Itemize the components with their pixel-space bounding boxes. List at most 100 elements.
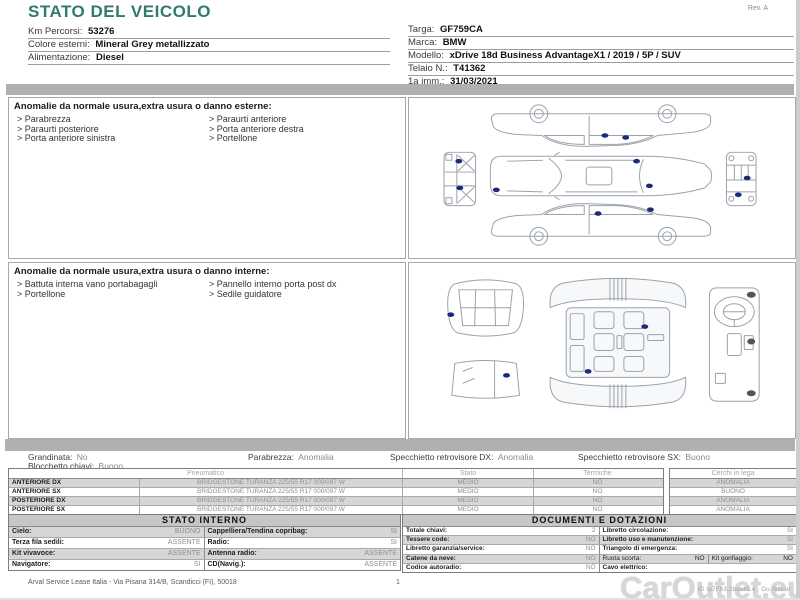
interior-state-table: STATO INTERNO Cielo: BUONO Cappelliera/Te… (8, 514, 401, 571)
anomaly-item: > Porta anteriore sinistra (17, 133, 116, 143)
tire-state: MEDIO (403, 506, 534, 514)
table-row: Catene da neve: NO Ruota scorta: NO Kit go… (403, 554, 796, 564)
model-row: Modello: xDrive 18d Business AdvantageX1… (408, 50, 794, 63)
vehicle-info-right: Targa: GF759CA Marca: BMW Modello: xDriv… (408, 24, 794, 89)
dashboard-view (708, 287, 760, 402)
exterior-diagram-box (408, 97, 796, 259)
interior-anomalies-box: Anomalie da normale usura,extra usura o … (8, 262, 406, 439)
alloy-state: ANOMALIA (670, 497, 796, 506)
anomaly-item: > Portellone (17, 288, 66, 299)
anomaly-item: > Porta anteriore destra (209, 123, 304, 134)
exterior-damage-markers (455, 133, 751, 216)
chassis-row: Telaio N.: T41362 (408, 63, 794, 76)
interior-car-diagram (447, 277, 760, 409)
header-termiche: Termiche (583, 470, 612, 477)
damage-marker-icon (633, 158, 641, 164)
tire-position: ANTERIORE SX (9, 488, 140, 496)
interior-anomalies-col1: > Battuta interna vano portabagagli > Po… (17, 279, 167, 299)
color-value: Mineral Grey metallizzato (95, 39, 210, 50)
field-label: Cappelliera/Tendina copribag: (207, 528, 308, 535)
tire-state: MEDIO (403, 479, 534, 487)
table-row: Libretto garanzia/service: NO Triangolo d… (403, 545, 796, 555)
status-label: Blocchetto chiavi: (28, 461, 95, 471)
exterior-anomalies-box: Anomalie da normale usura,extra usura o … (8, 97, 406, 259)
status-label: Specchietto retrovisore DX: (390, 452, 494, 462)
table-row: Codice autoradio: NO Cavo elettrico: (403, 563, 796, 572)
tire-winter: NO (592, 479, 603, 486)
fuel-label: Alimentazione: (28, 52, 91, 63)
table-row: Tessere code: NO Libretto uso e manutenzi… (403, 536, 796, 546)
damage-marker-icon (584, 369, 592, 374)
status-grandinata: Grandinata: No (28, 452, 88, 462)
field-value: BUONO (174, 528, 201, 535)
field-value: SI (390, 539, 397, 546)
registration-label: 1a imm.: (408, 76, 445, 87)
car-front-view (443, 151, 477, 207)
field-label: Triangolo di emergenza: (602, 545, 678, 553)
document-id: ID tu7Fh3.2buuHL4 , Ou./69Lui (697, 587, 790, 593)
damage-marker-icon (492, 187, 500, 193)
field-label: Navigatore: (12, 561, 51, 568)
field-label: Terza fila sedili: (12, 539, 64, 546)
tire-state: MEDIO (403, 497, 534, 505)
brand-label: Marca: (408, 37, 438, 48)
km-value: 53276 (88, 26, 115, 37)
separator-band-bottom (5, 439, 795, 451)
header-stato: Stato (403, 469, 534, 478)
table-row: POSTERIORE DX BRIDGESTONE TURANZA 225/55… (9, 497, 663, 506)
exterior-anomalies-list: > Parabrezza > Paraurti posteriore > Por… (9, 113, 405, 144)
tire-spec: BRIDGESTONE TURANZA 225/55 R17 000/097 W (140, 506, 403, 514)
documents-title: DOCUMENTI E DOTAZIONI (403, 515, 796, 527)
status-value: Buono (685, 452, 710, 462)
tire-table-header: Pneumatico Stato Termiche (9, 469, 663, 479)
damage-marker-icon (622, 135, 630, 140)
car-side-view-bottom (490, 203, 712, 246)
field-label: Cavo elettrico: (602, 563, 648, 571)
damage-marker-icon (641, 324, 649, 329)
damage-marker-icon (734, 192, 742, 198)
anomaly-item: > Battuta interna vano portabagagli (17, 279, 158, 289)
table-row: ANTERIORE SX BRIDGESTONE TURANZA 225/55 … (9, 488, 663, 497)
car-plan-view (489, 151, 713, 201)
scan-edge-right (796, 0, 800, 600)
model-label: Modello: (408, 50, 444, 61)
field-label: Catene da neve: (406, 554, 456, 562)
field-label: CD(Navig.): (207, 561, 246, 568)
tire-table: Pneumatico Stato Termiche ANTERIORE DX B… (8, 468, 664, 515)
table-row: Cielo: BUONO Cappelliera/Tendina copribag… (9, 527, 400, 538)
anomaly-item: > Portellone (209, 133, 258, 143)
damage-marker-icon (447, 312, 455, 317)
alloy-state: ANOMALIA (670, 479, 796, 488)
field-value: NO (783, 554, 793, 562)
registration-value: 31/03/2021 (450, 76, 498, 87)
tire-winter: NO (592, 497, 603, 504)
brand-value: BMW (442, 37, 467, 48)
status-specchietto-sx: Specchietto retrovisore SX: Buono (578, 452, 710, 462)
alloy-state: BUONO (670, 488, 796, 497)
damage-marker-icon (743, 175, 751, 181)
field-label: Kit gonfiaggio: (711, 554, 753, 562)
plate-label: Targa: (408, 24, 435, 35)
damage-marker-icon (456, 185, 464, 191)
field-value: NO (585, 554, 596, 562)
damage-marker-icon (601, 133, 609, 138)
tire-winter: NO (592, 506, 603, 513)
field-value: NO (585, 563, 596, 571)
alloy-state: ANOMALIA (716, 506, 750, 513)
field-label: Kit vivavoce: (12, 550, 56, 557)
field-value: ASSENTE (364, 550, 397, 557)
color-row: Colore esterni: Mineral Grey metallizzat… (28, 39, 390, 52)
vehicle-info-left: Km Percorsi: 53276 Colore esterni: Miner… (28, 26, 390, 65)
tire-state: MEDIO (403, 488, 534, 496)
field-label: Cielo: (12, 528, 32, 535)
km-row: Km Percorsi: 53276 (28, 26, 390, 39)
field-label: Libretto uso e manutenzione: (602, 536, 694, 544)
damage-marker-icon (646, 207, 654, 212)
caroutlet-watermark: CarOutlet.eu (619, 570, 800, 600)
header-cerchi: Cerchi in lega (670, 469, 796, 479)
anomaly-item: > Paraurti posteriore (17, 123, 99, 134)
field-label: Ruota scorta: (602, 554, 642, 562)
header-pneumatico: Pneumatico (9, 469, 403, 478)
status-value: Buono (98, 461, 124, 471)
